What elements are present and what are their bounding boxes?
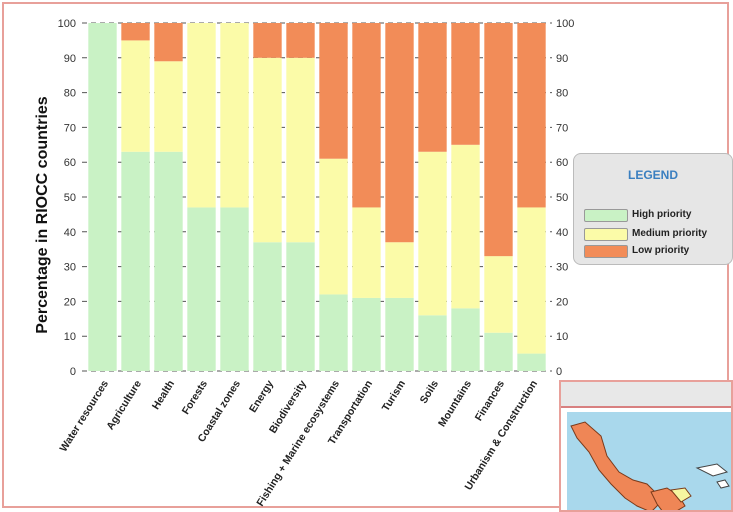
y-axis-label: Percentage in RIOCC countries [34,96,51,333]
bar-segment [385,297,414,371]
legend-title: LEGEND [627,168,678,182]
y-tick-label: 70 [64,122,76,134]
y-tick-label: 20 [64,296,76,308]
category-label: Finances [473,378,507,423]
legend-label-medium: Medium priority [632,228,708,239]
bars-layer [88,23,546,371]
category-label: Health [150,378,177,412]
bar-segment [517,353,546,371]
y-tick-label: 60 [64,157,76,169]
bar-segment [352,297,381,371]
bar-segment [484,332,513,371]
bar-segment [484,23,513,257]
bar-segment [121,40,150,152]
y-tick-label-right: 90 [556,53,568,65]
bar-segment [385,242,414,298]
bar-segment [253,23,282,58]
bar-segment [484,256,513,333]
map-image [570,421,730,510]
y-tick-label: 30 [64,262,76,274]
y-tick-label-right: 20 [556,296,568,308]
bar-segment [121,23,150,41]
legend-swatch-medium [584,228,628,241]
bar-segment [352,207,381,298]
y-tick-label: 40 [64,227,76,239]
y-tick-label-right: 50 [556,192,568,204]
bar-segment [319,23,348,159]
ticks-layer: 0 0 10 10 20 20 30 30 40 40 50 50 60 60 70 70 80 80 90 90 10… [58,18,575,378]
bar-segment [88,23,117,371]
legend-swatch-low [584,245,628,258]
y-tick-label: 0 [70,366,76,378]
y-tick-label-right: 100 [556,18,574,30]
bar-segment [220,207,249,371]
bar-segment [517,23,546,208]
bar-segment [286,242,315,371]
category-label: Mountains [436,378,474,429]
category-label: Turism [380,378,408,413]
y-tick-label: 90 [64,53,76,65]
bar-segment [385,23,414,243]
y-tick-label: 80 [64,88,76,100]
legend-swatch-high [584,209,628,222]
bar-segment [286,23,315,58]
category-label: Forests [180,378,210,417]
bar-segment [253,242,282,371]
y-tick-label: 50 [64,192,76,204]
y-tick-label-right: 0 [556,366,562,378]
y-tick-label-right: 30 [556,262,568,274]
bar-segment [220,23,249,208]
bar-segment [451,144,480,309]
y-tick-label: 100 [58,18,76,30]
bar-segment [187,23,216,208]
y-tick-label: 10 [64,331,76,343]
category-label: Urbanism & Construction [462,378,540,492]
bar-segment [451,308,480,371]
bar-segment [418,315,447,371]
bar-segment [187,207,216,371]
bar-segment [286,57,315,243]
y-tick-label-right: 60 [556,157,568,169]
bar-segment [253,57,282,243]
category-label: Water resources [57,378,111,454]
category-label: Soils [418,378,442,406]
legend-label-high: High priority [632,209,692,220]
category-label: Agriculture [104,378,144,432]
bar-segment [154,23,183,62]
bar-segment [154,61,183,152]
y-tick-label-right: 10 [556,331,568,343]
map-thumbnail [559,380,733,512]
bar-segment [451,23,480,145]
grid-layer [82,22,552,372]
bar-segment [319,158,348,295]
bar-segment [418,23,447,152]
y-tick-label-right: 70 [556,122,568,134]
legend-label-low: Low priority [632,245,690,256]
category-label: Energy [247,378,276,415]
bar-segment [121,151,150,371]
bar-segment [154,151,183,371]
bar-segment [418,151,447,316]
bar-segment [319,294,348,371]
map-header [561,382,731,408]
legend: LEGEND High priority Medium priority Low… [573,153,733,265]
y-tick-label-right: 40 [556,227,568,239]
bar-segment [352,23,381,208]
y-tick-label-right: 80 [556,88,568,100]
map-body [567,412,731,510]
bar-segment [517,207,546,354]
